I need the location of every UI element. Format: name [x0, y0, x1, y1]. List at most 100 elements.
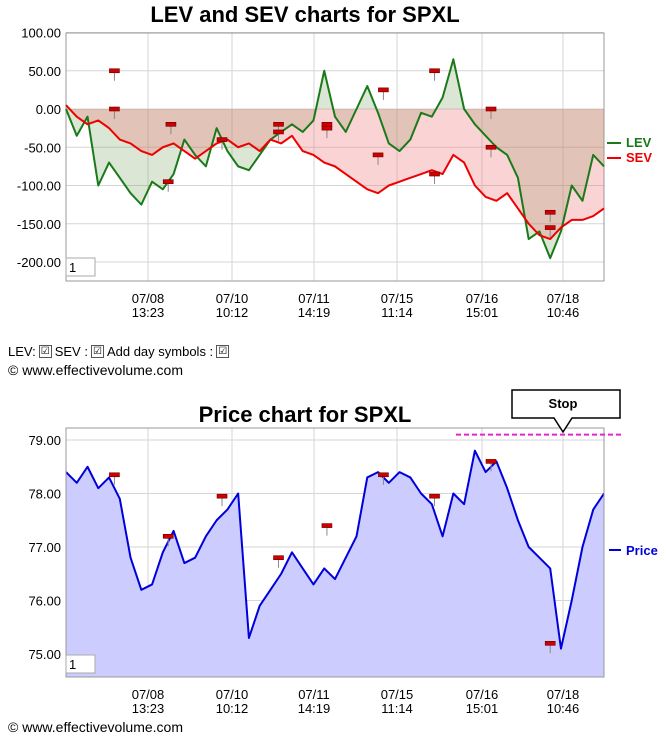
plot-area-border: [65, 32, 605, 282]
x-tick-time: 11:14: [381, 305, 413, 320]
lev-sev-chart: LEV and SEV charts for SPXL 100.00 50.00 0…: [17, 2, 652, 320]
day-marker: [429, 493, 440, 499]
credit-link[interactable]: © www.effectivevolume.com: [8, 719, 184, 735]
credit-link[interactable]: © www.effectivevolume.com: [8, 362, 184, 378]
series-lines: [65, 58, 605, 260]
price-line: [65, 449, 605, 650]
day-marker: [485, 106, 497, 112]
x-tick-date: 07/11: [298, 291, 330, 306]
day-marker: [378, 472, 389, 478]
x-tick-time: 11:14: [381, 701, 413, 716]
x-tick-date: 07/08: [132, 291, 165, 306]
day-marker: [109, 106, 120, 112]
legend: Price: [609, 543, 658, 558]
day-marker: [273, 122, 284, 127]
lev-toggle-label: LEV:: [8, 344, 36, 359]
x-tick-date: 07/16: [466, 291, 499, 306]
y-tick-label: -200.00: [17, 255, 61, 270]
area-fills: [66, 59, 604, 259]
legend-label-sev: SEV: [626, 150, 652, 165]
legend-label-price: Price: [626, 543, 658, 558]
day-marker: [109, 472, 120, 478]
day-marker: [485, 144, 497, 150]
zoom-box[interactable]: 1: [65, 654, 96, 674]
day-marker: [109, 68, 120, 74]
x-tick-date: 07/18: [547, 291, 580, 306]
y-tick-labels: 100.00 50.00 0.00 -50.00 -100.00 -150.00 -200.…: [17, 26, 61, 271]
y-tick-label: 79.00: [28, 433, 61, 448]
stop-callout-label: Stop: [549, 396, 578, 411]
day-markers: [109, 68, 556, 238]
lev-checkbox[interactable]: ☑: [38, 345, 52, 358]
grid: [66, 32, 604, 281]
day-marker: [485, 459, 497, 464]
price-fill: [66, 450, 604, 677]
sev-checkbox[interactable]: ☑: [90, 345, 104, 358]
day-marker: [321, 122, 333, 127]
zoom-box[interactable]: 1: [65, 257, 96, 277]
day-marker: [544, 209, 556, 215]
x-tick-time: 10:46: [547, 305, 580, 320]
x-tick-time: 13:23: [132, 701, 165, 716]
day-marker: [378, 87, 389, 93]
day-marker: [321, 523, 333, 528]
price-chart: Price chart for SPXL 79.00 78.00 77.00 76.0…: [28, 389, 658, 716]
x-tick-time: 10:46: [547, 701, 580, 716]
y-tick-label: 76.00: [28, 594, 61, 609]
y-tick-labels: 79.00 78.00 77.00 76.00 75.00: [28, 433, 61, 662]
stop-callout: Stop: [511, 389, 621, 434]
day-symbols-checkbox[interactable]: ☑: [216, 345, 230, 358]
legend: LEV SEV: [607, 135, 652, 165]
day-marker: [429, 68, 440, 74]
sev-toggle-label: SEV :: [54, 344, 88, 359]
chart-title: Price chart for SPXL: [199, 402, 412, 427]
series-controls: LEV: ☑ SEV : ☑ Add day symbols : ☑: [8, 344, 230, 359]
x-tick-time: 15:01: [466, 701, 499, 716]
day-marker: [162, 179, 174, 184]
y-tick-label: 77.00: [28, 540, 61, 555]
day-marker: [372, 152, 384, 158]
day-marker: [216, 493, 228, 499]
y-tick-label: -100.00: [17, 179, 61, 194]
day-marker: [273, 129, 284, 135]
y-tick-label: -150.00: [17, 217, 61, 232]
plot-area-border: [65, 427, 605, 678]
sev-line: [65, 104, 605, 241]
x-tick-time: 10:12: [216, 701, 249, 716]
x-tick-date: 07/10: [216, 687, 249, 702]
zoom-value: 1: [69, 260, 76, 275]
zoom-value: 1: [69, 657, 76, 672]
x-tick-time: 13:23: [132, 305, 165, 320]
y-tick-label: -50.00: [24, 140, 61, 155]
x-tick-date: 07/08: [132, 687, 165, 702]
x-tick-date: 07/15: [381, 687, 414, 702]
y-tick-label: 50.00: [28, 64, 61, 79]
day-marker: [321, 125, 333, 131]
lev-line: [65, 58, 605, 260]
lev-area: [66, 59, 604, 259]
day-marker: [544, 640, 556, 646]
y-tick-label: 0.00: [36, 102, 61, 117]
chart-title: LEV and SEV charts for SPXL: [150, 2, 459, 27]
x-tick-date: 07/10: [216, 291, 249, 306]
x-tick-time: 14:19: [298, 305, 331, 320]
day-marker: [273, 555, 284, 560]
day-marker: [216, 137, 228, 142]
x-tick-date: 07/16: [466, 687, 499, 702]
x-tick-time: 10:12: [216, 305, 249, 320]
y-tick-label: 75.00: [28, 647, 61, 662]
x-tick-date: 07/15: [381, 291, 414, 306]
day-markers: [109, 459, 556, 654]
price-area: [65, 449, 605, 677]
day-marker: [162, 534, 174, 539]
x-tick-time: 14:19: [298, 701, 331, 716]
legend-label-lev: LEV: [626, 135, 652, 150]
day-marker: [165, 122, 177, 127]
day-marker: [429, 171, 440, 177]
sev-area: [66, 105, 604, 240]
y-tick-label: 78.00: [28, 487, 61, 502]
day-symbols-toggle-label: Add day symbols :: [106, 344, 214, 359]
y-tick-label: 100.00: [21, 26, 61, 41]
x-tick-date: 07/18: [547, 687, 580, 702]
